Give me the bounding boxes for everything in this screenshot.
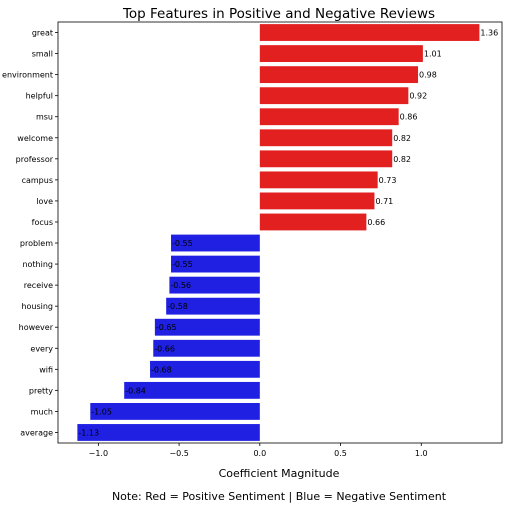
x-tick-label-1: −0.5 [169, 449, 188, 458]
category-label-receive: receive [24, 281, 53, 290]
bar-receive [169, 276, 260, 294]
value-label-nothing: -0.55 [172, 260, 193, 269]
bar-however [154, 318, 260, 336]
category-label-nothing: nothing [22, 260, 53, 269]
plot-frame [57, 21, 503, 444]
category-label-pretty: pretty [29, 386, 53, 395]
bar-great [259, 24, 480, 41]
value-label-average: -1.13 [78, 428, 99, 437]
bar-much [90, 403, 260, 420]
category-label-small: small [32, 50, 53, 59]
category-label-every: every [30, 344, 53, 353]
value-label-much: -1.05 [91, 407, 112, 416]
bar-small [259, 45, 423, 62]
bar-nothing [171, 255, 260, 273]
bar-love [259, 192, 375, 210]
x-tick-label-3: 0.5 [334, 449, 347, 458]
chart-note: Note: Red = Positive Sentiment | Blue = … [112, 490, 447, 503]
value-label-however: -0.65 [156, 323, 177, 332]
category-label-msu: msu [36, 113, 53, 122]
bar-welcome [259, 129, 393, 147]
bar-pretty [124, 381, 260, 399]
category-label-however: however [19, 323, 54, 332]
value-label-every: -0.66 [154, 344, 175, 353]
bars-layer: 1.36 1.01 0.98 0.92 0.86 0.82 0.82 0.73 0.71 0.66… [77, 24, 498, 441]
bar-problem [171, 234, 260, 252]
category-label-average: average [20, 428, 53, 437]
bar-every [153, 339, 260, 357]
value-label-focus: 0.66 [367, 218, 385, 227]
category-label-helpful: helpful [26, 92, 53, 101]
value-label-pretty: -0.84 [125, 386, 146, 395]
axes-layer: great small environment helpful msu welcome pr… [2, 29, 428, 458]
x-axis-label: Coefficient Magnitude [219, 467, 340, 480]
bar-helpful [259, 87, 409, 105]
value-label-love: 0.71 [375, 197, 393, 206]
value-label-great: 1.36 [480, 29, 498, 38]
value-label-welcome: 0.82 [393, 134, 411, 143]
value-label-wifi: -0.68 [151, 365, 172, 374]
category-label-much: much [31, 407, 53, 416]
x-tick-label-4: 1.0 [415, 449, 428, 458]
bar-housing [166, 297, 260, 315]
value-label-housing: -0.58 [167, 302, 188, 311]
value-label-msu: 0.86 [400, 113, 418, 122]
bar-average [77, 424, 260, 441]
category-label-environment: environment [2, 71, 53, 80]
bar-professor [259, 150, 393, 168]
category-label-wifi: wifi [39, 365, 53, 374]
x-tick-label-0: −1.0 [89, 449, 108, 458]
bar-wifi [150, 360, 260, 378]
value-label-campus: 0.73 [379, 176, 397, 185]
category-label-love: love [36, 197, 53, 206]
bar-msu [259, 108, 399, 126]
bar-focus [259, 213, 367, 231]
value-label-helpful: 0.92 [409, 92, 427, 101]
category-label-campus: campus [22, 176, 53, 185]
value-label-small: 1.01 [424, 50, 442, 59]
value-label-receive: -0.56 [170, 281, 191, 290]
value-label-professor: 0.82 [393, 155, 411, 164]
value-label-environment: 0.98 [419, 71, 437, 80]
bar-campus [259, 171, 378, 189]
category-label-housing: housing [21, 302, 53, 311]
chart-title: Top Features in Positive and Negative Re… [122, 6, 435, 22]
category-label-great: great [32, 29, 53, 38]
x-tick-label-2: 0.0 [253, 449, 266, 458]
category-label-problem: problem [20, 239, 53, 248]
bar-environment [259, 66, 419, 84]
category-label-professor: professor [16, 155, 54, 164]
category-label-focus: focus [32, 218, 53, 227]
category-label-welcome: welcome [17, 134, 53, 143]
value-label-problem: -0.55 [172, 239, 193, 248]
